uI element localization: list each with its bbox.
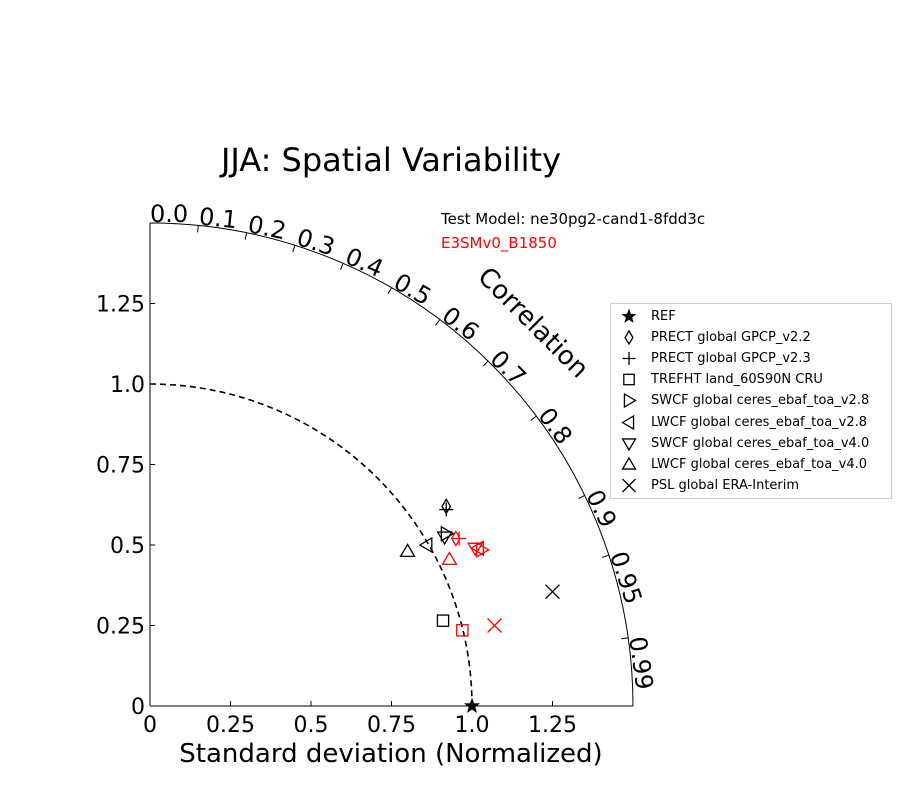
correlation-tick [292,245,296,253]
test-point [399,543,416,557]
legend-item: LWCF global ceres_ebaf_toa_v2.8 [611,411,891,432]
legend-marker [621,308,637,323]
correlation-ticks: 0.0 0.1 0.2 0.3 0.40.50.60.70.80.90.950.99 [149,200,658,692]
x-marker [622,478,636,493]
correlation-tick-label: 0.0 [150,200,188,228]
y-tick-label: 0.5 [110,534,145,559]
correlation-tick [387,287,392,295]
correlation-tick-label: 0.3 [293,223,338,261]
correlation-tick [621,637,629,640]
legend-item: TREFHT land_60S90N CRU [611,369,891,390]
correlation-tick [578,495,585,499]
correlation-tick-label: 0.95 [604,548,647,608]
correlation-tick-label: 0.5 [389,268,436,311]
plus-marker [622,352,636,366]
legend-item: PRECT global GPCP_v2.2 [611,327,891,348]
x-tick-label: 0.75 [367,713,416,738]
legend-label: LWCF global ceres_ebaf_toa_v2.8 [651,414,868,430]
legend-item: SWCF global ceres_ebaf_toa_v4.0 [611,433,891,454]
test-point [436,531,453,546]
ref-model-label: E3SMv0_B1850 [441,234,557,253]
legend: REF PRECT global GPCP_v2.2 PRECT global GP… [610,303,892,499]
legend-marker [623,373,635,386]
reference-std-arc [149,383,473,707]
test-point [439,502,454,517]
outer-arc [149,222,634,707]
legend-item: SWCF global ceres_ebaf_toa_v2.8 [611,390,891,411]
data-points [399,498,560,713]
legend-marker [621,437,637,451]
diamond-marker [624,329,634,346]
test-point [418,536,433,554]
test-model-label: Test Model: ne30pg2-cand1-8fdd3c [440,210,705,228]
legend-marker [621,414,635,430]
y-tick-label: 0.25 [96,615,145,640]
legend-label: LWCF global ceres_ebaf_toa_v4.0 [651,456,868,472]
correlation-tick [339,263,344,270]
legend-label: PRECT global GPCP_v2.3 [651,351,811,367]
test-point [440,525,455,542]
square-marker [623,373,635,386]
reference-point [456,624,469,637]
triangle-right-marker [623,393,637,409]
legend-label: SWCF global ceres_ebaf_toa_v2.8 [651,393,870,409]
test-point [545,584,560,600]
y-tick-label: 0.75 [96,454,145,479]
x-axis-label: Standard deviation (Normalized) [179,739,602,769]
legend-item: LWCF global ceres_ebaf_toa_v4.0 [611,454,891,475]
axes-layer: 00 0.25 0.25 0.5 0.5 0.75 0.75 1.0 1.0 1.25 1.25 [96,222,634,738]
correlation-tick-label: 0.99 [623,635,658,692]
legend-label: SWCF global ceres_ebaf_toa_v4.0 [651,435,870,451]
correlation-tick [197,225,199,233]
x-tick-label: 0.25 [206,713,255,738]
correlation-tick [602,554,610,558]
triangle-left-marker [621,414,635,430]
correlation-tick [530,415,537,421]
reference-point [467,542,484,557]
x-tick-label: 1.0 [455,713,490,738]
correlation-tick-label: 0.6 [437,301,484,346]
correlation-tick-label: 0.4 [341,242,387,283]
reference-point [441,551,458,566]
x-tick-label: 0.5 [294,713,329,738]
y-tick-label: 1.25 [96,293,145,318]
y-tick-label: 0 [131,695,145,720]
legend-marker [624,329,634,346]
legend-marker [621,456,637,470]
y-tick-label: 1.0 [110,373,145,398]
test-point [463,697,481,713]
correlation-tick [435,319,441,326]
correlation-tick-label: 0.2 [246,210,289,245]
x-tick-label: 1.25 [528,713,577,738]
correlation-tick-label: 0.8 [532,402,577,449]
legend-marker [622,352,636,366]
legend-item: PRECT global GPCP_v2.3 [611,348,891,369]
test-point [436,614,450,627]
legend-label: REF [651,309,676,325]
star-marker [621,308,637,323]
legend-label: PRECT global GPCP_v2.2 [651,330,811,346]
correlation-tick [482,360,489,367]
chart-title: JJA: Spatial Variability [219,141,561,179]
legend-item: PSL global ERA-Interim [611,475,891,496]
x-tick-label: 0 [143,713,157,738]
reference-point [452,531,467,546]
legend-marker [623,393,637,409]
legend-label: TREFHT land_60S90N CRU [651,372,823,388]
correlation-tick-label: 0.1 [198,203,239,235]
correlation-tick [244,232,248,240]
legend-item: REF [611,306,891,327]
legend-marker [622,478,636,493]
triangle-up-marker [621,456,637,470]
reference-point [487,618,502,633]
triangle-down-marker [621,437,637,451]
correlation-tick-label: 0.7 [485,345,532,392]
legend-label: PSL global ERA-Interim [651,477,800,493]
